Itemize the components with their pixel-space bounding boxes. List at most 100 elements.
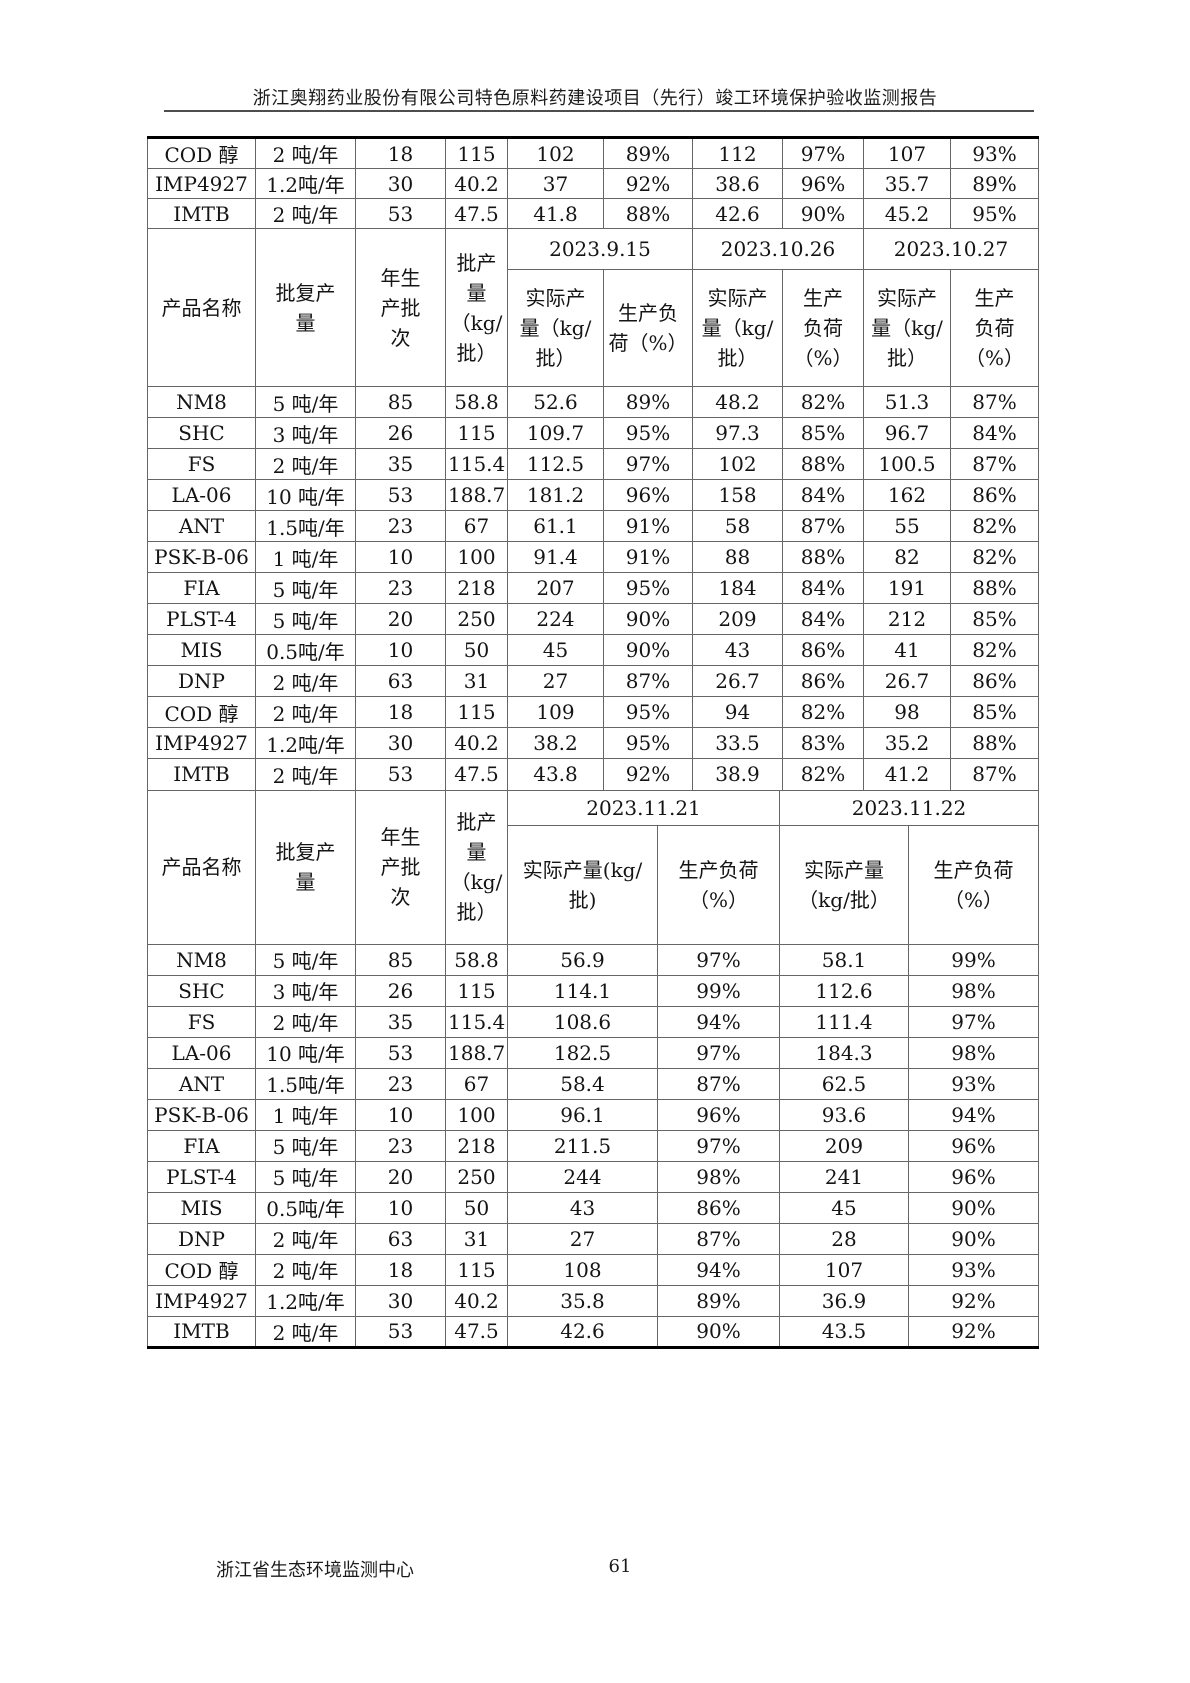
cell: 102 <box>507 137 604 169</box>
date-header-2023-11-22: 2023.11.22 <box>779 789 1040 826</box>
cell: 91% <box>603 510 693 542</box>
cell: 26.7 <box>863 665 951 697</box>
page-header-title: 浙江奥翔药业股份有限公司特色原料药建设项目（先行）竣工环境保护验收监测报告 <box>252 88 938 109</box>
cell: 114.1 <box>507 974 658 1007</box>
cell: 30 <box>355 168 446 199</box>
cell: 31 <box>445 665 508 697</box>
cell: 28 <box>779 1222 910 1255</box>
cell: 96% <box>782 168 864 199</box>
cell: 184 <box>692 572 783 604</box>
cell: 96% <box>603 479 693 511</box>
cell: 107 <box>863 137 951 169</box>
cell: 88% <box>782 541 864 573</box>
table-row: PLST-4 5 吨/年 20 250 224 90% 209 84% 212 85% <box>147 603 1039 635</box>
cell: 88% <box>950 572 1039 604</box>
cell: 207 <box>507 572 604 604</box>
cell: 30 <box>355 1284 446 1317</box>
cell: 108 <box>507 1253 658 1286</box>
cell: 96.7 <box>863 417 951 449</box>
cell: 241 <box>779 1160 910 1193</box>
cell: 53 <box>355 198 446 229</box>
cell: 43 <box>507 1191 658 1224</box>
cell: 51.3 <box>863 386 951 418</box>
cell: 87% <box>950 758 1039 790</box>
cell: 1.5吨/年 <box>255 1067 356 1100</box>
cell: 84% <box>782 572 864 604</box>
col-header-load-1: 生产负 荷（%） <box>603 269 693 387</box>
cell: 111.4 <box>779 1005 910 1038</box>
cell: FIA <box>147 572 256 604</box>
cell: 85% <box>950 696 1039 728</box>
cell: 2 吨/年 <box>255 448 356 480</box>
cell: 41.8 <box>507 198 604 229</box>
cell: 82 <box>863 541 951 573</box>
table-row: PLST-4 5 吨/年 20 250 244 98% 241 96% <box>147 1160 1040 1193</box>
cell: DNP <box>147 1222 256 1255</box>
table-row: 实际产 量（kg/ 批） 生产负 荷（%） 实际产 量（kg/ 批） 生产 负荷… <box>148 269 1039 387</box>
cell: FS <box>147 448 256 480</box>
production-table-nov: 产品名称 批复产 量 年生 产批 次 批产 量 （kg/ 批） 2023.11.… <box>147 789 1040 1349</box>
cell: 1.2吨/年 <box>255 168 356 199</box>
cell: 85% <box>782 417 864 449</box>
cell: 95% <box>603 417 693 449</box>
cell: 58.8 <box>445 386 508 418</box>
cell: 92% <box>908 1284 1040 1317</box>
cell: 26.7 <box>692 665 783 697</box>
cell: 1 吨/年 <box>255 1098 356 1131</box>
cell: 63 <box>355 1222 446 1255</box>
cell: 61.1 <box>507 510 604 542</box>
cell: 88 <box>692 541 783 573</box>
cell: 1.2吨/年 <box>255 727 356 759</box>
cell: 90% <box>782 198 864 229</box>
cell: 55 <box>863 510 951 542</box>
cell: 98 <box>863 696 951 728</box>
cell: 45 <box>779 1191 910 1224</box>
cell: 89% <box>603 386 693 418</box>
cell: 91% <box>603 541 693 573</box>
cell: 84% <box>782 603 864 635</box>
table-row: FIA 5 吨/年 23 218 207 95% 184 84% 191 88% <box>147 572 1039 604</box>
table-row: DNP 2 吨/年 63 31 27 87% 28 90% <box>147 1222 1040 1255</box>
cell: SHC <box>147 417 256 449</box>
cell: 58.8 <box>445 943 508 976</box>
cell: IMTB <box>147 1315 256 1348</box>
cell: 89% <box>656 1284 781 1317</box>
cell: 1.5吨/年 <box>255 510 356 542</box>
cell: 98% <box>656 1160 781 1193</box>
cell: 107 <box>779 1253 910 1286</box>
cell: 90% <box>908 1191 1040 1224</box>
cell: 63 <box>355 665 446 697</box>
cell: COD 醇 <box>147 137 256 169</box>
cell: PSK-B-06 <box>147 541 256 573</box>
cell: 212 <box>863 603 951 635</box>
cell: 40.2 <box>445 168 508 199</box>
cell: 95% <box>950 198 1039 229</box>
cell: 92% <box>908 1315 1040 1348</box>
cell: LA-06 <box>147 1036 256 1069</box>
cell: 115 <box>445 417 508 449</box>
cell: 218 <box>445 1129 508 1162</box>
col-header-actual-output-3: 实际产 量（kg/ 批） <box>863 269 951 387</box>
cell: 93% <box>908 1067 1040 1100</box>
cell: DNP <box>147 665 256 697</box>
cell: 86% <box>950 479 1039 511</box>
table-a-body: NM8 5 吨/年 85 58.8 52.6 89% 48.2 82% 51.3 87% SHC 3 … <box>147 386 1039 790</box>
cell: FIA <box>147 1129 256 1162</box>
cell: 42.6 <box>507 1315 658 1348</box>
cell: 35.8 <box>507 1284 658 1317</box>
cell: 82% <box>950 541 1039 573</box>
cell: 58 <box>692 510 783 542</box>
cell: 36.9 <box>779 1284 910 1317</box>
cell: PSK-B-06 <box>147 1098 256 1131</box>
cell: 97% <box>656 1036 781 1069</box>
cell: 100.5 <box>863 448 951 480</box>
cell: 5 吨/年 <box>255 943 356 976</box>
footer-organization: 浙江省生态环境监测中心 <box>216 1560 414 1581</box>
cell: 86% <box>782 634 864 666</box>
cell: 82% <box>782 386 864 418</box>
cell: 93% <box>908 1253 1040 1286</box>
table-row: PSK-B-06 1 吨/年 10 100 91.4 91% 88 88% 82 82% <box>147 541 1039 573</box>
cell: 115 <box>445 137 508 169</box>
cell: 97% <box>908 1005 1040 1038</box>
col-header-product: 产品名称 <box>147 789 256 945</box>
